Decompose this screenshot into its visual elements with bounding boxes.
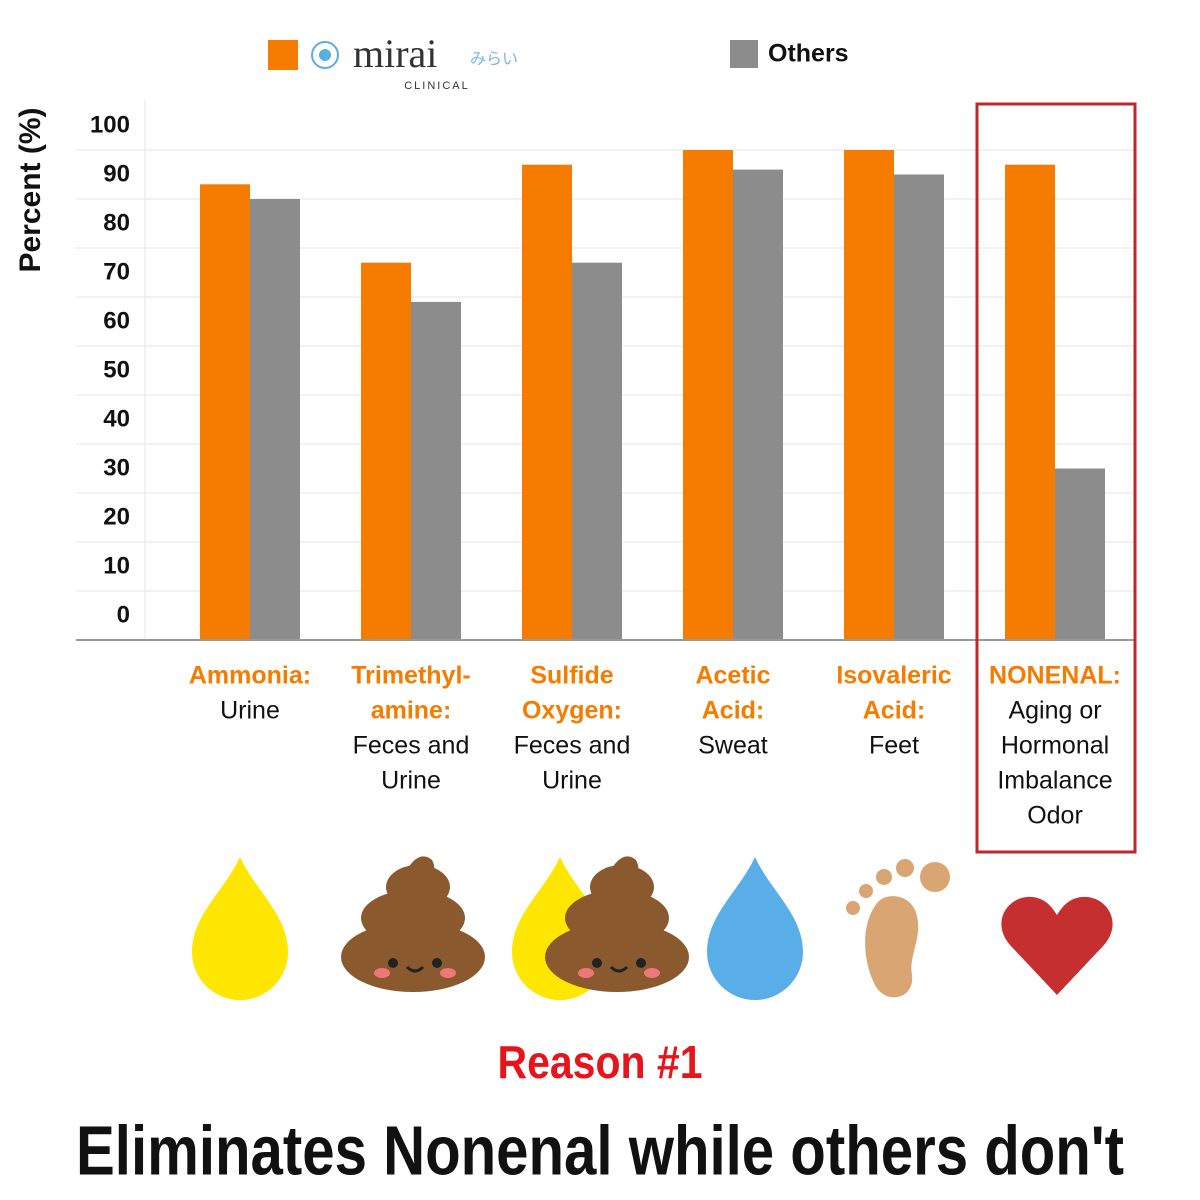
y-tick-label: 60 <box>103 307 130 334</box>
highlight-box <box>975 102 1137 854</box>
category-compound: Oxygen: <box>522 697 622 725</box>
y-tick-label: 70 <box>103 258 130 285</box>
legend-swatch <box>730 40 758 68</box>
y-tick-label: 20 <box>103 503 130 530</box>
category-source: Sweat <box>698 732 768 760</box>
y-tick-label: 80 <box>103 209 130 236</box>
plot-area: 0 10 20 30 40 50 60 70 80 90 100 Ammonia: Urine Trime… <box>76 100 1135 830</box>
logo-mark <box>319 49 331 61</box>
category-compound: Sulfide <box>530 662 613 690</box>
poop-icon <box>545 856 689 992</box>
urine-icon <box>192 857 288 1000</box>
bar <box>522 164 572 640</box>
bar <box>844 150 894 640</box>
category-compound: Acetic <box>695 662 770 690</box>
y-tick-label: 100 <box>90 111 130 138</box>
category-source: Urine <box>220 697 280 725</box>
category-source: Hormonal <box>1001 732 1109 760</box>
y-tick-label: 90 <box>103 160 130 187</box>
category-compound: amine: <box>371 697 452 725</box>
category-source: Aging or <box>1008 697 1101 725</box>
legend-label: Others <box>768 40 849 68</box>
bar <box>1055 468 1105 640</box>
subtitle: Reason #1 <box>498 1036 703 1088</box>
bar <box>572 262 622 640</box>
logo-subtitle: CLINICAL <box>404 80 470 92</box>
category-compound: Isovaleric <box>836 662 951 690</box>
logo-kana: みらい <box>470 51 518 68</box>
bar <box>733 169 783 640</box>
bar <box>411 301 461 640</box>
poop-icon <box>341 856 485 992</box>
bar <box>683 150 733 640</box>
bar <box>361 262 411 640</box>
category-source: Urine <box>381 767 441 795</box>
legend-label: mirai <box>353 31 437 76</box>
category-compound: Acid: <box>863 697 926 725</box>
headline: Eliminates Nonenal while others don't <box>76 1111 1124 1189</box>
bar <box>200 184 250 641</box>
category-compound: Acid: <box>702 697 765 725</box>
legend-swatch <box>268 40 298 70</box>
y-tick-label: 30 <box>103 454 130 481</box>
bar <box>894 174 944 640</box>
y-tick-label: 40 <box>103 405 130 432</box>
y-tick-label: 50 <box>103 356 130 383</box>
y-axis-label: Percent (%) <box>14 107 47 272</box>
category-source: Urine <box>542 767 602 795</box>
y-tick-label: 0 <box>117 601 130 628</box>
foot-icon <box>846 859 950 998</box>
logo-mark <box>311 41 339 69</box>
category-source: Odor <box>1027 802 1083 830</box>
bar <box>250 199 300 640</box>
category-source: Imbalance <box>997 767 1112 795</box>
bar <box>1005 164 1055 640</box>
category-compound: Ammonia: <box>189 662 311 690</box>
category-source: Feet <box>869 732 919 760</box>
sweat-icon <box>707 857 803 1000</box>
category-source: Feces and <box>353 732 470 760</box>
category-compound: Trimethyl- <box>351 662 470 690</box>
y-tick-label: 10 <box>103 552 130 579</box>
category-source: Feces and <box>514 732 631 760</box>
category-compound: NONENAL: <box>989 662 1121 690</box>
heart-icon <box>1001 896 1113 995</box>
